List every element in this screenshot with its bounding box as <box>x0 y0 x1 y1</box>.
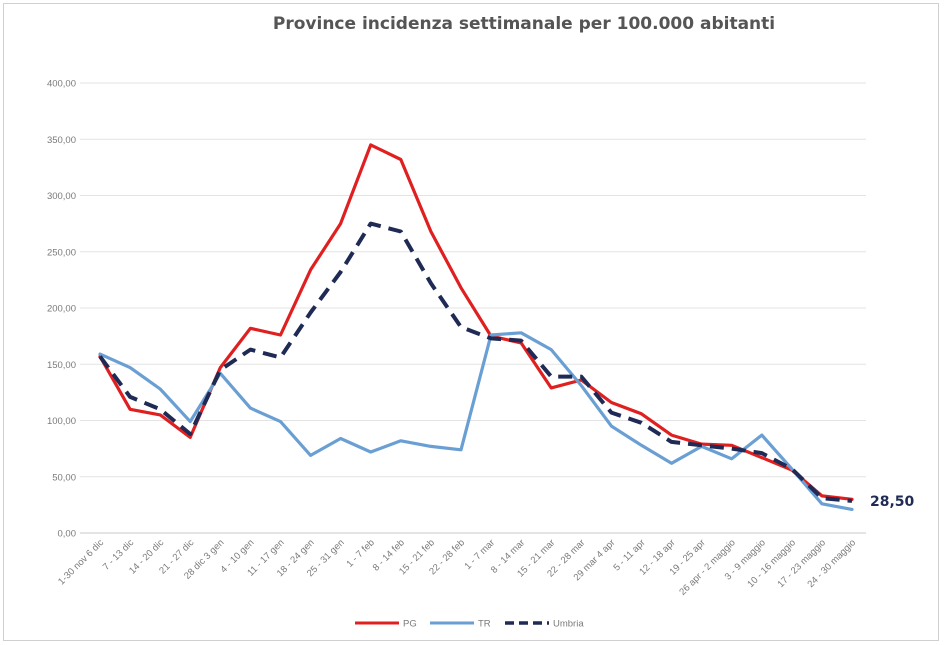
end-value-label: 28,50 <box>870 494 915 510</box>
chart-frame <box>3 3 939 641</box>
series-lines <box>98 143 854 511</box>
y-tick-label: 350,00 <box>47 135 76 146</box>
series-line-pg <box>98 143 854 501</box>
legend-label-tr: TR <box>478 619 491 630</box>
y-tick-label: 200,00 <box>47 304 76 315</box>
chart-title: Province incidenza settimanale per 100.0… <box>272 14 776 34</box>
y-tick-label: 50,00 <box>52 472 76 483</box>
legend-label-umbria: Umbria <box>553 619 584 630</box>
y-axis-ticks: 0,00 50,00 100,00 150,00 200,00 250,00 300,00 3… <box>47 79 76 540</box>
legend: PG TR Umbria <box>355 619 584 630</box>
y-tick-label: 100,00 <box>47 416 76 427</box>
y-tick-label: 150,00 <box>47 360 76 371</box>
x-tick-label: 1-30 nov 6 dic <box>56 537 106 587</box>
y-tick-label: 400,00 <box>47 79 76 90</box>
y-tick-label: 250,00 <box>47 247 76 258</box>
series-line-tr <box>98 331 854 511</box>
series-line-umbria <box>98 221 853 503</box>
y-tick-label: 0,00 <box>58 529 77 540</box>
annotations: 28,50 <box>870 494 915 510</box>
gridlines <box>80 82 866 534</box>
y-tick-label: 300,00 <box>47 191 76 202</box>
legend-label-pg: PG <box>403 619 417 630</box>
